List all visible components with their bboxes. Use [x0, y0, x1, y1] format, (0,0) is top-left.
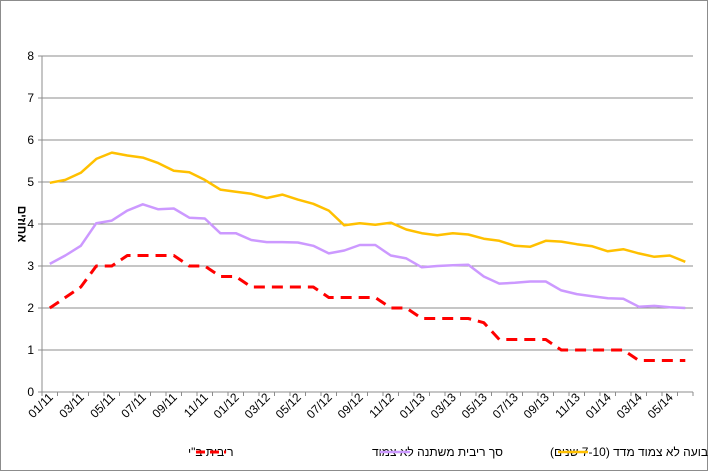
legend: ריבית קבועה לא צמוד מדד (7-10 שנים) סך רי… — [188, 445, 708, 459]
series-line-2 — [49, 203, 686, 310]
x-tick-label: 07/13 — [490, 390, 521, 421]
series-layer — [48, 151, 686, 362]
x-tick-label: 05/11 — [87, 390, 118, 421]
legend-label: ריבית קבועה לא צמוד מדד (7-10 שנים) — [550, 445, 708, 459]
x-tick-label: 01/14 — [583, 390, 614, 421]
y-tick-label: 3 — [27, 259, 34, 273]
x-tick-label: 01/13 — [397, 390, 428, 421]
x-axis-ticks: 01/11 03/11 05/11 07/11 09/11 11/11 01/12 03/12… — [25, 390, 694, 421]
x-tick-label: 09/13 — [521, 390, 552, 421]
series-line-3 — [48, 254, 686, 362]
x-tick-label: 03/11 — [56, 390, 87, 421]
gridlines — [42, 55, 693, 351]
y-tick-label: 5 — [27, 175, 34, 189]
y-tick-label: 4 — [27, 217, 34, 231]
x-tick-label: 11/12 — [366, 390, 397, 421]
x-tick-label: 11/11 — [181, 390, 211, 420]
x-tick-label: 03/12 — [242, 390, 273, 421]
y-tick-label: 2 — [27, 301, 34, 315]
y-tick-label: 0 — [27, 385, 34, 399]
x-tick-label: 11/13 — [552, 390, 583, 421]
x-tick-label: 03/14 — [614, 390, 645, 421]
x-tick-label: 07/12 — [304, 390, 335, 421]
x-tick-label: 05/14 — [645, 390, 676, 421]
x-tick-label: 03/13 — [428, 390, 459, 421]
y-tick-label: 8 — [27, 49, 34, 63]
y-tick-label: 6 — [27, 133, 34, 147]
x-tick-label: 05/13 — [459, 390, 490, 421]
y-axis-label: אחוזים — [15, 206, 29, 243]
x-tick-label: 09/12 — [335, 390, 366, 421]
legend-label: סך ריבית משתנה לא צמוד — [372, 445, 503, 459]
x-tick-label: 09/11 — [149, 390, 180, 421]
y-tick-label: 7 — [27, 91, 34, 105]
y-tick-label: 1 — [27, 343, 34, 357]
y-axis-ticks: 0 1 2 3 4 5 6 7 8 — [27, 49, 42, 399]
series-line-1 — [49, 151, 686, 263]
x-tick-label: 01/12 — [211, 390, 242, 421]
x-tick-label: 05/12 — [273, 390, 304, 421]
x-tick-label: 07/11 — [118, 390, 149, 421]
